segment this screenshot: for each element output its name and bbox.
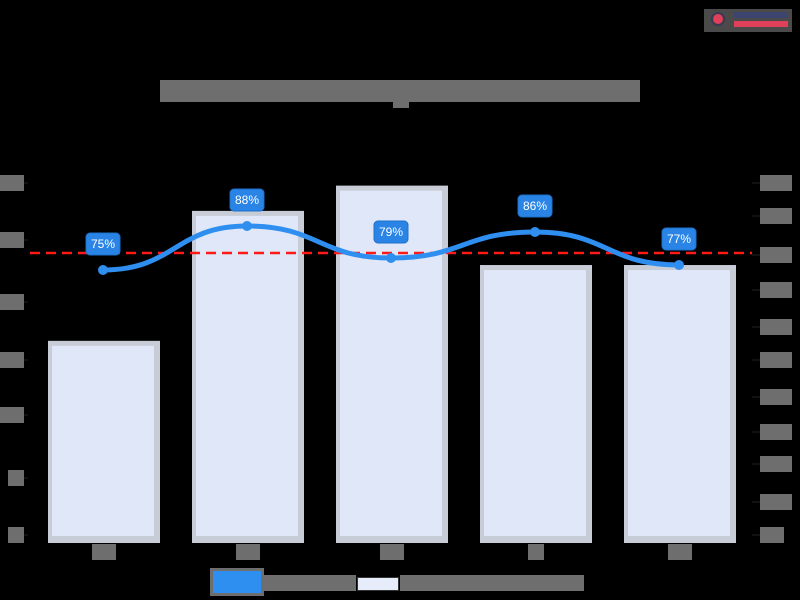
brand-logo [704, 9, 792, 32]
bar[interactable] [624, 265, 736, 543]
data-label: 77% [661, 227, 697, 251]
data-point[interactable] [242, 221, 252, 231]
chart-title-descender [393, 92, 409, 108]
data-label: 75% [85, 232, 121, 256]
legend-bar-swatch[interactable] [357, 577, 399, 591]
right-axis-tick-label [760, 456, 792, 472]
right-axis-tick-label [760, 527, 784, 543]
right-axis-tick-label [760, 424, 792, 440]
legend-bar-label[interactable] [400, 575, 584, 591]
svg-text:88%: 88% [235, 193, 259, 207]
left-axis-tick-label [0, 352, 24, 368]
logo-text-top [734, 12, 788, 18]
bar[interactable] [192, 210, 304, 543]
right-axis-tick-label [760, 389, 792, 405]
legend-line-swatch[interactable] [210, 568, 264, 596]
right-axis-tick-label [760, 175, 792, 191]
data-point[interactable] [674, 260, 684, 270]
svg-text:75%: 75% [91, 237, 115, 251]
left-axis-tick-label [0, 175, 24, 191]
right-axis-tick-label [760, 319, 792, 335]
right-axis-tick-label [760, 282, 792, 298]
right-axis-tick-label [760, 494, 792, 510]
x-axis-tick-label [380, 544, 404, 560]
x-axis-tick-label [236, 544, 260, 560]
left-axis-tick-label [0, 407, 24, 423]
logo-text-bottom [734, 21, 788, 27]
left-axis-tick-label [8, 470, 24, 486]
left-axis-tick-label [0, 294, 24, 310]
chart-title [160, 80, 640, 102]
x-axis-tick-label [92, 544, 116, 560]
data-label: 86% [517, 194, 553, 218]
svg-text:77%: 77% [667, 232, 691, 246]
data-label: 79% [373, 220, 409, 244]
bar[interactable] [336, 185, 448, 544]
left-axis-tick-label [0, 232, 24, 248]
bar[interactable] [480, 265, 592, 543]
right-axis-tick-label [760, 208, 792, 224]
right-axis-tick-label [760, 352, 792, 368]
svg-text:79%: 79% [379, 225, 403, 239]
left-axis-tick-label [8, 527, 24, 543]
data-label: 88% [229, 188, 265, 212]
x-axis-tick-label [528, 544, 544, 560]
data-point[interactable] [530, 227, 540, 237]
data-point[interactable] [386, 253, 396, 263]
right-axis-tick-label [760, 247, 792, 263]
svg-text:86%: 86% [523, 199, 547, 213]
x-axis-tick-label [668, 544, 692, 560]
data-point[interactable] [98, 265, 108, 275]
bar[interactable] [48, 340, 160, 543]
logo-mark-icon [711, 12, 725, 26]
legend-line-label[interactable] [262, 575, 356, 591]
